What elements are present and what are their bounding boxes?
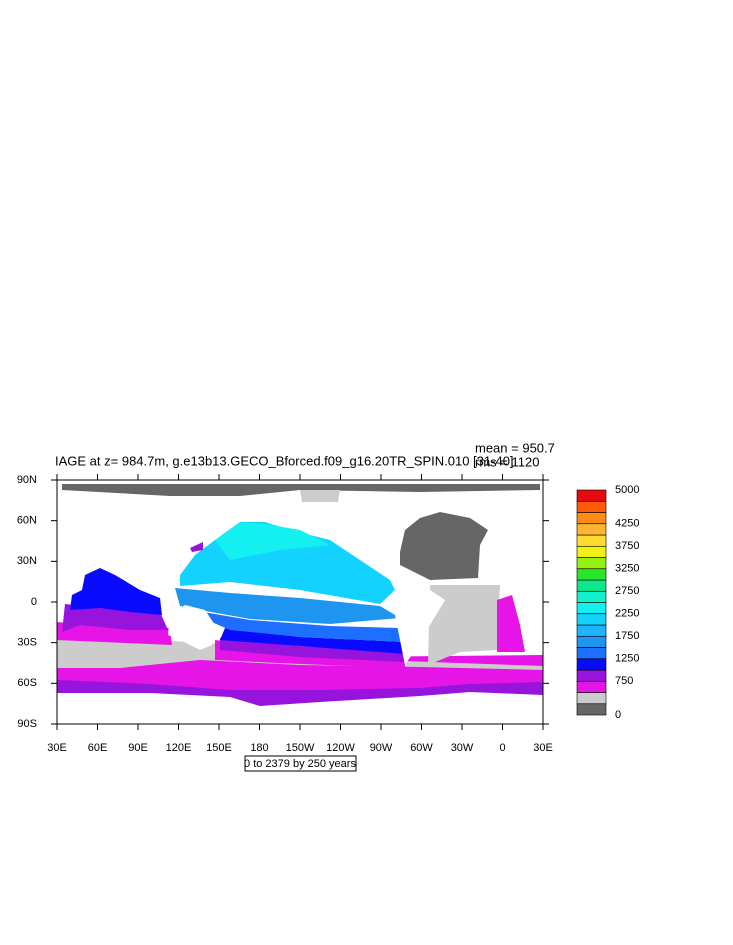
colorbar-label: 1750 xyxy=(615,630,639,642)
colorbar-box xyxy=(576,658,607,671)
x-tick-label: 90W xyxy=(370,742,393,754)
y-tick-label: 60N xyxy=(17,515,37,527)
y-tick-label: 30N xyxy=(17,555,37,567)
region xyxy=(400,512,488,580)
colorbar-label: 3250 xyxy=(615,563,639,575)
x-tick-label: 90E xyxy=(128,742,148,754)
map-field xyxy=(57,484,543,724)
colorbar-label: 0 xyxy=(615,709,621,721)
land xyxy=(57,706,543,724)
x-tick-label: 30W xyxy=(451,742,474,754)
x-tick-label: 60W xyxy=(410,742,433,754)
x-tick-label: 150E xyxy=(206,742,232,754)
colorbar-box xyxy=(576,590,607,603)
annotation: mean = 950.7 xyxy=(475,440,555,455)
region xyxy=(57,637,543,670)
region xyxy=(220,638,405,662)
x-tick-label: 60E xyxy=(88,742,108,754)
colorbar-box xyxy=(576,500,607,513)
info-label: 0 to 2379 by 250 years xyxy=(244,758,356,770)
colorbar-box xyxy=(576,489,607,502)
colorbar-label: 750 xyxy=(615,675,633,687)
colorbar-label: 4250 xyxy=(615,518,639,530)
x-tick-label: 30E xyxy=(47,742,67,754)
region xyxy=(497,595,525,652)
colorbar-box xyxy=(576,523,607,536)
colorbar-box xyxy=(576,534,607,547)
y-tick-label: 90S xyxy=(17,718,37,730)
colorbar-box xyxy=(576,624,607,637)
info-box xyxy=(244,755,357,772)
y-tick-label: 30S xyxy=(17,637,37,649)
x-tick-label: 120W xyxy=(326,742,355,754)
colorbar-box xyxy=(576,568,607,581)
colorbar-label: 2750 xyxy=(615,585,639,597)
colorbar-box xyxy=(576,680,607,693)
region xyxy=(70,568,162,615)
colorbar-box xyxy=(576,512,607,525)
colorbar-box xyxy=(576,703,607,716)
colorbar-box xyxy=(576,602,607,615)
y-tick-label: 90N xyxy=(17,474,37,486)
colorbar-box xyxy=(576,669,607,682)
land xyxy=(168,605,215,650)
x-tick-label: 120E xyxy=(166,742,192,754)
land xyxy=(395,582,445,665)
colorbar-label: 2250 xyxy=(615,608,639,620)
region xyxy=(428,585,500,665)
colorbar-box xyxy=(576,613,607,626)
colorbar-label: 5000 xyxy=(615,484,639,496)
region xyxy=(175,588,400,624)
y-tick-label: 0 xyxy=(31,596,37,608)
colorbar-box xyxy=(576,579,607,592)
colorbar-label: 1250 xyxy=(615,653,639,665)
y-tick-label: 60S xyxy=(17,677,37,689)
colorbar-box xyxy=(576,647,607,660)
region xyxy=(180,608,403,642)
region xyxy=(220,628,405,654)
annotation: rms = 1120 xyxy=(475,454,539,469)
colorbar-box xyxy=(576,635,607,648)
region xyxy=(190,542,203,552)
region xyxy=(215,522,330,560)
colorbar-box xyxy=(576,545,607,558)
colorbar-box xyxy=(576,692,607,705)
x-tick-label: 180 xyxy=(250,742,268,754)
region xyxy=(300,490,340,502)
colorbar-label: 3750 xyxy=(615,540,639,552)
x-tick-label: 0 xyxy=(499,742,505,754)
x-tick-label: 30E xyxy=(533,742,553,754)
chart-title: IAGE at z= 984.7m, g.e13b13.GECO_Bforced… xyxy=(55,453,514,468)
x-tick-label: 150W xyxy=(286,742,315,754)
colorbar-box xyxy=(576,557,607,570)
